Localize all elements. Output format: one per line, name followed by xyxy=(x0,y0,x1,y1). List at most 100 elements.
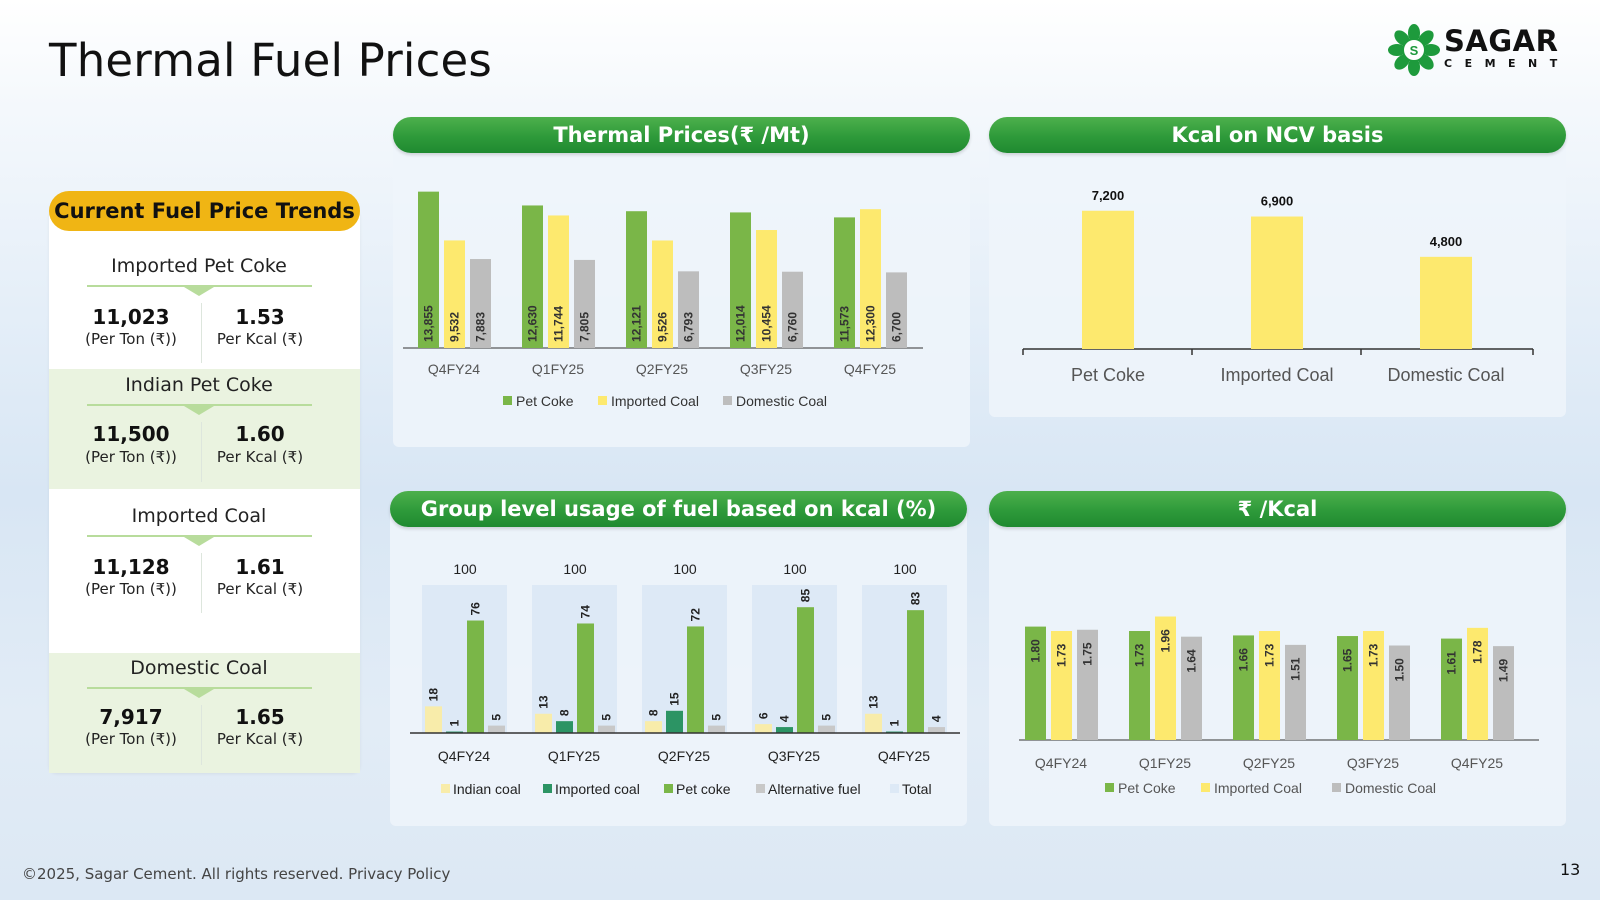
bar-imported-coal xyxy=(1251,216,1303,349)
data-label: 6,900 xyxy=(1261,194,1294,209)
divider xyxy=(87,404,312,406)
data-label: 11,573 xyxy=(838,306,852,342)
bar-domestic-coal xyxy=(1420,256,1472,349)
fuel-item-domestic-coal: Domestic Coal 7,917 (Per Ton (₹)) 1.65 P… xyxy=(49,653,360,773)
data-label: 1.65 xyxy=(1341,648,1355,672)
bar-pet-coke-q3fy25 xyxy=(1337,636,1358,740)
legend-label-pet-coke: Pet Coke xyxy=(1118,780,1176,796)
legend-label-pet-coke: Pet coke xyxy=(676,781,731,797)
bar-pet-coke-q4fy24 xyxy=(467,620,484,733)
kcal-ncv-title: Kcal on NCV basis xyxy=(989,117,1566,153)
trends-title: Current Fuel Price Trends xyxy=(49,191,360,231)
data-label: 1.73 xyxy=(1133,643,1147,667)
data-label: 72 xyxy=(689,608,703,622)
tick-label-q1fy25: Q1FY25 xyxy=(1139,755,1191,771)
bar-imported-coal-q1fy25 xyxy=(556,721,573,733)
data-label: 1.80 xyxy=(1029,639,1043,663)
bar-imported-coal-q3fy25 xyxy=(756,230,777,348)
legend-swatch-alternative-fuel xyxy=(756,784,765,793)
tick-label-q4fy24: Q4FY24 xyxy=(438,748,490,764)
bar-pet-coke-q4fy24 xyxy=(418,191,439,348)
bar-alternative-fuel-q4fy24 xyxy=(488,725,505,733)
legend-label-domestic-coal: Domestic Coal xyxy=(736,393,827,409)
bar-imported-coal-q3fy25 xyxy=(1363,631,1384,740)
bar-pet-coke-q2fy25 xyxy=(1233,635,1254,740)
bar-pet-coke-q1fy25 xyxy=(577,623,594,733)
legend-label-domestic-coal: Domestic Coal xyxy=(1345,780,1436,796)
rs-per-kcal-chart: 1.80 1.73 1.75 Q4FY24 1.73 1.96 1.64 Q1FY25 1.66… xyxy=(1019,616,1539,796)
data-label: 4 xyxy=(930,715,944,722)
lotus-emblem-icon: S xyxy=(1388,24,1440,76)
data-label-total: 100 xyxy=(673,561,697,577)
data-label: 7,883 xyxy=(474,312,488,342)
tick-label-imported-coal: Imported Coal xyxy=(1220,365,1333,385)
data-label: 1 xyxy=(888,720,902,727)
thermal-prices-chart: 13,855 9,532 7,883 Q4FY24 12,630 11,744 7,805 Q… xyxy=(403,191,923,409)
tick-label-q2fy25: Q2FY25 xyxy=(658,748,710,764)
data-label: 5 xyxy=(820,714,834,721)
tick-label-q2fy25: Q2FY25 xyxy=(636,361,688,377)
data-label: 9,526 xyxy=(656,312,670,342)
sagar-cement-logo: S SAGAR CEMENT xyxy=(1388,24,1578,76)
per-kcal-label: Per Kcal (₹) xyxy=(216,448,304,466)
bar-total-q2fy25 xyxy=(642,585,727,733)
legend-swatch-imported-coal xyxy=(543,784,552,793)
bar-domestic-coal-q1fy25 xyxy=(1181,636,1202,740)
divider-notch xyxy=(184,287,214,296)
data-label: 12,630 xyxy=(526,305,540,342)
bar-pet-coke-q3fy25 xyxy=(797,607,814,733)
legend-label-imported-coal: Imported Coal xyxy=(1214,780,1302,796)
bar-imported-coal-q2fy25 xyxy=(666,710,683,733)
bar-pet-coke-q4fy25 xyxy=(834,217,855,348)
data-label: 1.75 xyxy=(1081,642,1095,666)
data-label: 83 xyxy=(909,591,923,605)
tick-label-q3fy25: Q3FY25 xyxy=(740,361,792,377)
data-label: 85 xyxy=(799,589,813,603)
data-label: 6 xyxy=(757,712,771,719)
tick-label-domestic-coal: Domestic Coal xyxy=(1387,365,1504,385)
legend-swatch-imported-coal xyxy=(598,396,607,405)
data-label: 1.49 xyxy=(1497,658,1511,682)
bar-pet-coke-q4fy25 xyxy=(907,610,924,733)
tick-label-q4fy25: Q4FY25 xyxy=(878,748,930,764)
data-label-total: 100 xyxy=(783,561,807,577)
bar-pet-coke-q2fy25 xyxy=(626,211,647,348)
divider xyxy=(87,285,312,287)
footer-copyright: ©2025, Sagar Cement. All rights reserved… xyxy=(22,865,451,883)
fuel-price-trends-card: Current Fuel Price Trends Imported Pet C… xyxy=(49,191,360,773)
legend-swatch-pet-coke xyxy=(503,396,512,405)
bar-domestic-coal-q4fy25 xyxy=(1493,646,1514,740)
legend-swatch-pet-coke xyxy=(1105,783,1114,792)
bar-total-q4fy25 xyxy=(862,585,947,733)
data-label: 1 xyxy=(448,720,462,727)
data-label: 4 xyxy=(778,715,792,722)
fuel-item-name: Imported Pet Coke xyxy=(111,255,287,277)
fuel-usage-chart: 100181765Q4FY24100138745Q1FY25100815725Q… xyxy=(410,561,960,797)
fuel-item-indian-pet-coke: Indian Pet Coke 11,500 (Per Ton (₹)) 1.6… xyxy=(49,369,360,489)
data-label: 7,805 xyxy=(578,312,592,342)
legend-swatch-indian-coal xyxy=(441,784,450,793)
bar-pet-coke-q1fy25 xyxy=(1129,631,1150,740)
data-label-total: 100 xyxy=(563,561,587,577)
tick-label-q4fy25: Q4FY25 xyxy=(844,361,896,377)
data-label: 6,793 xyxy=(682,312,696,342)
legend-label-imported-coal: Imported coal xyxy=(555,781,640,797)
bar-imported-coal-q2fy25 xyxy=(1259,631,1280,740)
legend-label-pet-coke: Pet Coke xyxy=(516,393,574,409)
data-label: 74 xyxy=(579,605,593,619)
logo-name: SAGAR xyxy=(1444,24,1559,58)
fuel-item-name: Indian Pet Coke xyxy=(125,374,273,396)
kcal-ncv-chart: 7,200 Pet Coke 6,900 Imported Coal 4,800 Dome… xyxy=(1022,188,1534,385)
data-label-total: 100 xyxy=(453,561,477,577)
fuel-item-name: Domestic Coal xyxy=(130,657,268,679)
page-title: Thermal Fuel Prices xyxy=(49,34,493,87)
data-label: 6,760 xyxy=(786,312,800,342)
data-label: 7,200 xyxy=(1092,188,1125,203)
data-label: 18 xyxy=(427,688,441,702)
legend-swatch-pet-coke xyxy=(664,784,673,793)
data-label: 5 xyxy=(490,714,504,721)
per-ton-label: (Per Ton (₹)) xyxy=(85,580,177,598)
data-label: 1.73 xyxy=(1055,643,1069,667)
data-label: 1.73 xyxy=(1367,643,1381,667)
bar-imported-coal-q1fy25 xyxy=(1155,616,1176,740)
